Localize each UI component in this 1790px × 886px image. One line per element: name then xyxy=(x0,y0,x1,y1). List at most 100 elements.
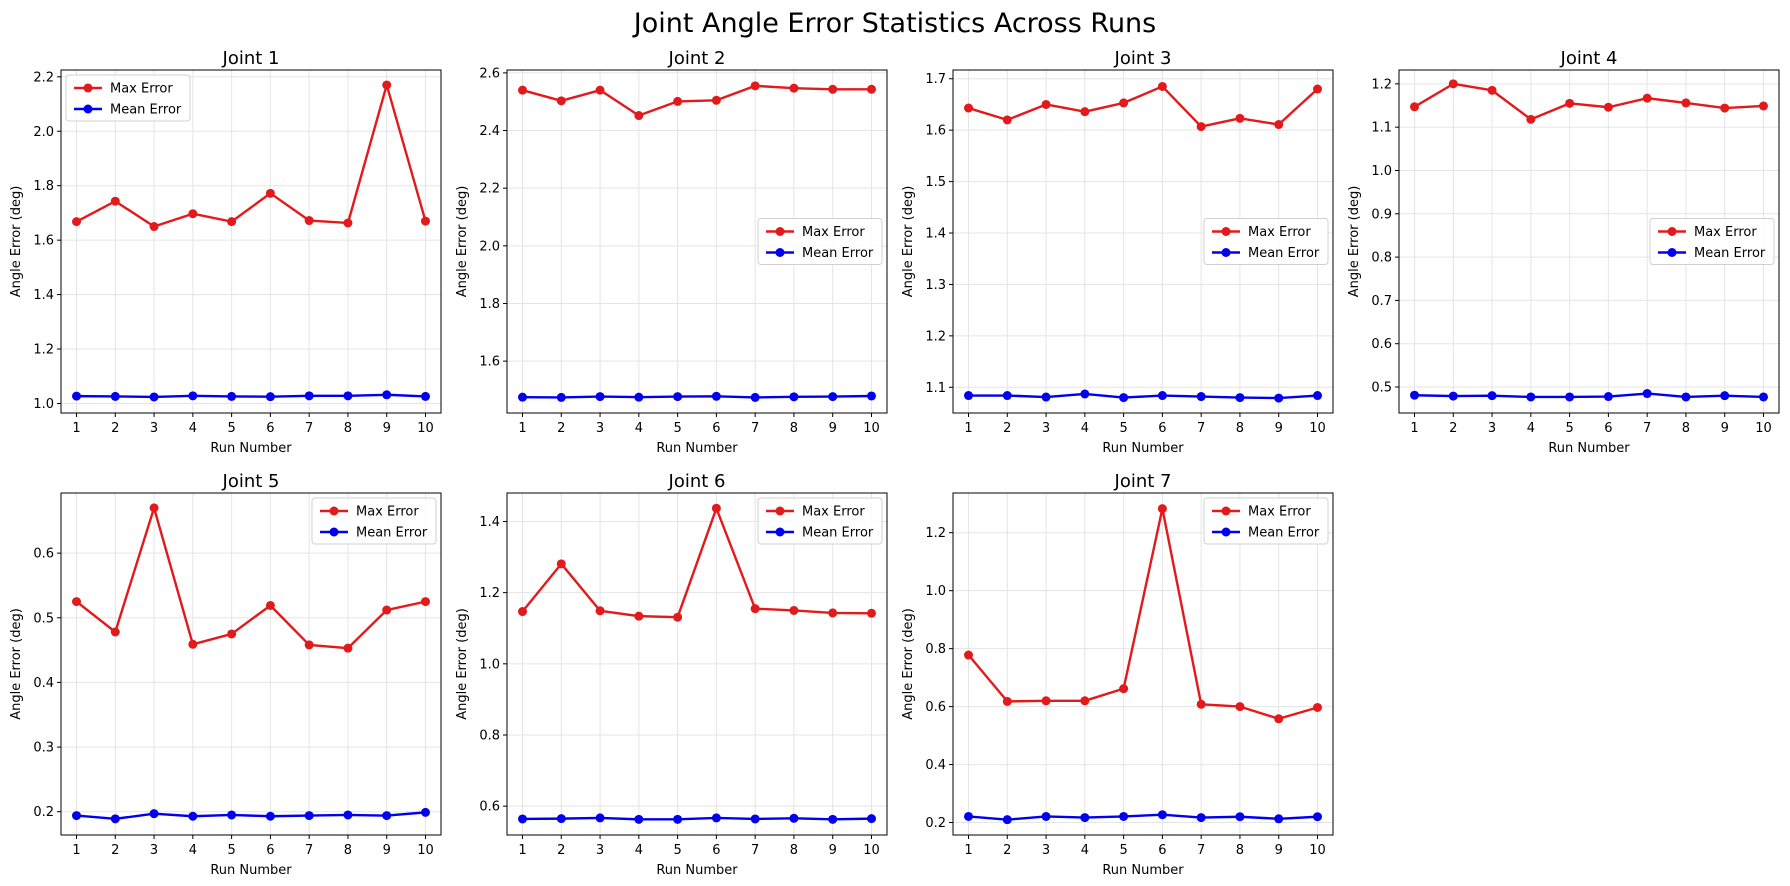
x-tick-label: 3 xyxy=(150,843,158,858)
legend-swatch-marker xyxy=(329,527,339,537)
y-tick-label: 0.6 xyxy=(1371,337,1392,352)
data-point-max xyxy=(1235,702,1245,712)
data-point-max xyxy=(1196,122,1206,132)
y-tick-label: 0.6 xyxy=(33,547,54,562)
y-tick-label: 1.2 xyxy=(479,586,500,601)
data-point-mean xyxy=(1041,811,1051,821)
data-point-mean xyxy=(866,391,876,401)
data-point-max xyxy=(1274,714,1284,724)
x-tick-label: 3 xyxy=(1488,421,1496,436)
x-tick-label: 9 xyxy=(1275,843,1283,858)
x-tick-label: 8 xyxy=(1236,843,1244,858)
x-tick-label: 3 xyxy=(1042,843,1050,858)
x-tick-label: 9 xyxy=(829,843,837,858)
legend-label: Mean Error xyxy=(1694,246,1766,261)
x-tick-label: 2 xyxy=(111,421,119,436)
data-point-mean xyxy=(1642,389,1652,399)
data-point-max xyxy=(711,95,721,105)
x-tick-label: 10 xyxy=(863,421,880,436)
x-tick-label: 8 xyxy=(790,421,798,436)
data-point-mean xyxy=(789,813,799,823)
x-tick-label: 10 xyxy=(1755,421,1772,436)
y-axis-label: Angle Error (deg) xyxy=(455,186,470,298)
data-point-mean xyxy=(673,814,683,824)
data-point-mean xyxy=(866,814,876,824)
x-tick-label: 6 xyxy=(1604,421,1612,436)
x-axis-label: Run Number xyxy=(1548,441,1630,456)
x-tick-label: 7 xyxy=(305,843,313,858)
x-tick-label: 7 xyxy=(305,421,313,436)
series-line-max-error xyxy=(1413,82,1764,121)
data-point-mean xyxy=(750,392,760,402)
data-point-max xyxy=(750,604,760,614)
data-point-max xyxy=(149,222,159,232)
legend-label: Max Error xyxy=(110,82,173,97)
y-tick-label: 1.0 xyxy=(1371,164,1392,179)
data-point-mean xyxy=(518,392,528,402)
data-point-max xyxy=(1157,504,1167,514)
data-point-max xyxy=(711,503,721,513)
data-point-mean xyxy=(1274,393,1284,403)
x-tick-label: 7 xyxy=(751,843,759,858)
subplot-joint-1: 1 2 3 4 5 6 7 8 9 10 1.0 1.2 1.4 1.6 1.8 2.0 2.2 Joint 1 R… xyxy=(9,48,442,456)
x-tick-label: 10 xyxy=(1309,843,1326,858)
axes-frame xyxy=(952,492,1334,836)
y-tick-label: 1.2 xyxy=(33,343,54,358)
series-line-max-error xyxy=(75,506,426,650)
data-point-mean xyxy=(711,813,721,823)
data-point-max xyxy=(1002,696,1012,706)
data-point-max xyxy=(1312,84,1322,94)
data-point-mean xyxy=(1196,813,1206,823)
y-tick-label: 0.7 xyxy=(1371,294,1392,309)
data-point-mean xyxy=(1002,391,1012,401)
legend-label: Mean Error xyxy=(1248,246,1320,261)
data-point-max xyxy=(227,629,237,639)
axes-frame xyxy=(60,492,442,836)
legend-label: Mean Error xyxy=(356,526,428,541)
data-point-max xyxy=(1274,120,1284,130)
x-tick-label: 1 xyxy=(518,843,526,858)
y-tick-label: 2.0 xyxy=(33,125,54,140)
x-tick-label: 8 xyxy=(790,843,798,858)
data-point-max xyxy=(382,605,392,615)
x-tick-label: 2 xyxy=(1003,421,1011,436)
x-tick-label: 3 xyxy=(150,421,158,436)
x-tick-label: 5 xyxy=(1119,843,1127,858)
x-tick-label: 2 xyxy=(557,843,565,858)
subplot-title: Joint 6 xyxy=(668,471,726,492)
data-point-max xyxy=(72,217,82,227)
data-point-max xyxy=(1642,93,1652,103)
legend-swatch-marker xyxy=(1221,248,1231,257)
data-point-mean xyxy=(556,392,566,402)
legend: Max Error Mean Error xyxy=(65,74,191,122)
legend-swatch-marker xyxy=(83,104,93,114)
data-point-mean xyxy=(149,809,159,819)
x-tick-label: 7 xyxy=(751,421,759,436)
x-tick-label: 2 xyxy=(557,421,565,436)
data-point-max xyxy=(518,85,528,95)
series-line-mean-error xyxy=(76,811,426,821)
data-point-max xyxy=(1487,85,1497,95)
y-tick-label: 1.4 xyxy=(33,288,54,303)
legend-swatch-marker xyxy=(775,506,785,516)
x-tick-label: 4 xyxy=(635,421,643,436)
subplot-title: Joint 3 xyxy=(1114,48,1172,69)
data-point-max xyxy=(1565,98,1575,108)
x-tick-label: 5 xyxy=(1119,421,1127,436)
y-tick-label: 0.8 xyxy=(925,642,946,657)
y-tick-label: 0.9 xyxy=(1371,207,1392,222)
legend-label: Max Error xyxy=(1248,225,1311,240)
x-tick-label: 2 xyxy=(111,843,119,858)
data-point-mean xyxy=(227,810,237,820)
data-point-mean xyxy=(1720,391,1730,401)
data-point-mean xyxy=(420,807,430,817)
x-tick-label: 2 xyxy=(1449,421,1457,436)
legend-label: Mean Error xyxy=(110,103,182,118)
x-tick-label: 4 xyxy=(189,843,197,858)
data-point-max xyxy=(420,597,430,607)
x-tick-label: 5 xyxy=(227,843,235,858)
y-tick-label: 1.2 xyxy=(925,526,946,541)
data-point-mean xyxy=(711,391,721,401)
y-tick-label: 1.4 xyxy=(479,515,500,530)
data-point-max xyxy=(304,640,314,650)
